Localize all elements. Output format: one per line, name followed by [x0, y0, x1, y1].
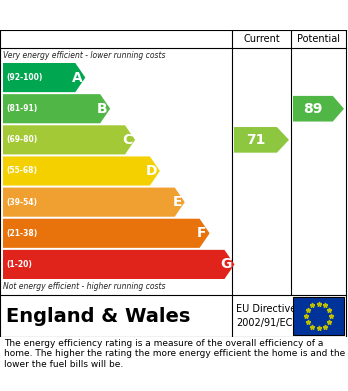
Text: Current: Current: [243, 34, 280, 44]
Text: A: A: [72, 70, 82, 84]
Text: 89: 89: [303, 102, 323, 116]
Text: Not energy efficient - higher running costs: Not energy efficient - higher running co…: [3, 282, 166, 291]
Text: C: C: [122, 133, 132, 147]
Text: Energy Efficiency Rating: Energy Efficiency Rating: [6, 7, 216, 23]
Text: E: E: [172, 195, 182, 209]
Text: EU Directive
2002/91/EC: EU Directive 2002/91/EC: [236, 305, 296, 328]
Text: G: G: [220, 257, 231, 271]
Text: (39-54): (39-54): [6, 197, 37, 206]
Text: B: B: [96, 102, 107, 116]
Polygon shape: [3, 125, 135, 154]
Polygon shape: [3, 188, 185, 217]
Text: (69-80): (69-80): [6, 135, 37, 144]
Polygon shape: [234, 127, 289, 152]
Polygon shape: [3, 156, 160, 186]
Text: Very energy efficient - lower running costs: Very energy efficient - lower running co…: [3, 51, 166, 60]
Text: England & Wales: England & Wales: [6, 307, 190, 325]
Text: Potential: Potential: [297, 34, 340, 44]
Polygon shape: [3, 94, 110, 123]
Text: (81-91): (81-91): [6, 104, 37, 113]
Text: (1-20): (1-20): [6, 260, 32, 269]
Text: (92-100): (92-100): [6, 73, 42, 82]
Text: (21-38): (21-38): [6, 229, 37, 238]
Text: D: D: [145, 164, 157, 178]
Text: (55-68): (55-68): [6, 167, 37, 176]
Polygon shape: [3, 219, 209, 248]
Polygon shape: [293, 96, 344, 122]
Bar: [293, 297, 344, 335]
Text: The energy efficiency rating is a measure of the overall efficiency of a home. T: The energy efficiency rating is a measur…: [4, 339, 345, 369]
Polygon shape: [3, 63, 85, 92]
Text: 71: 71: [246, 133, 265, 147]
Text: F: F: [197, 226, 207, 240]
Polygon shape: [3, 250, 235, 279]
